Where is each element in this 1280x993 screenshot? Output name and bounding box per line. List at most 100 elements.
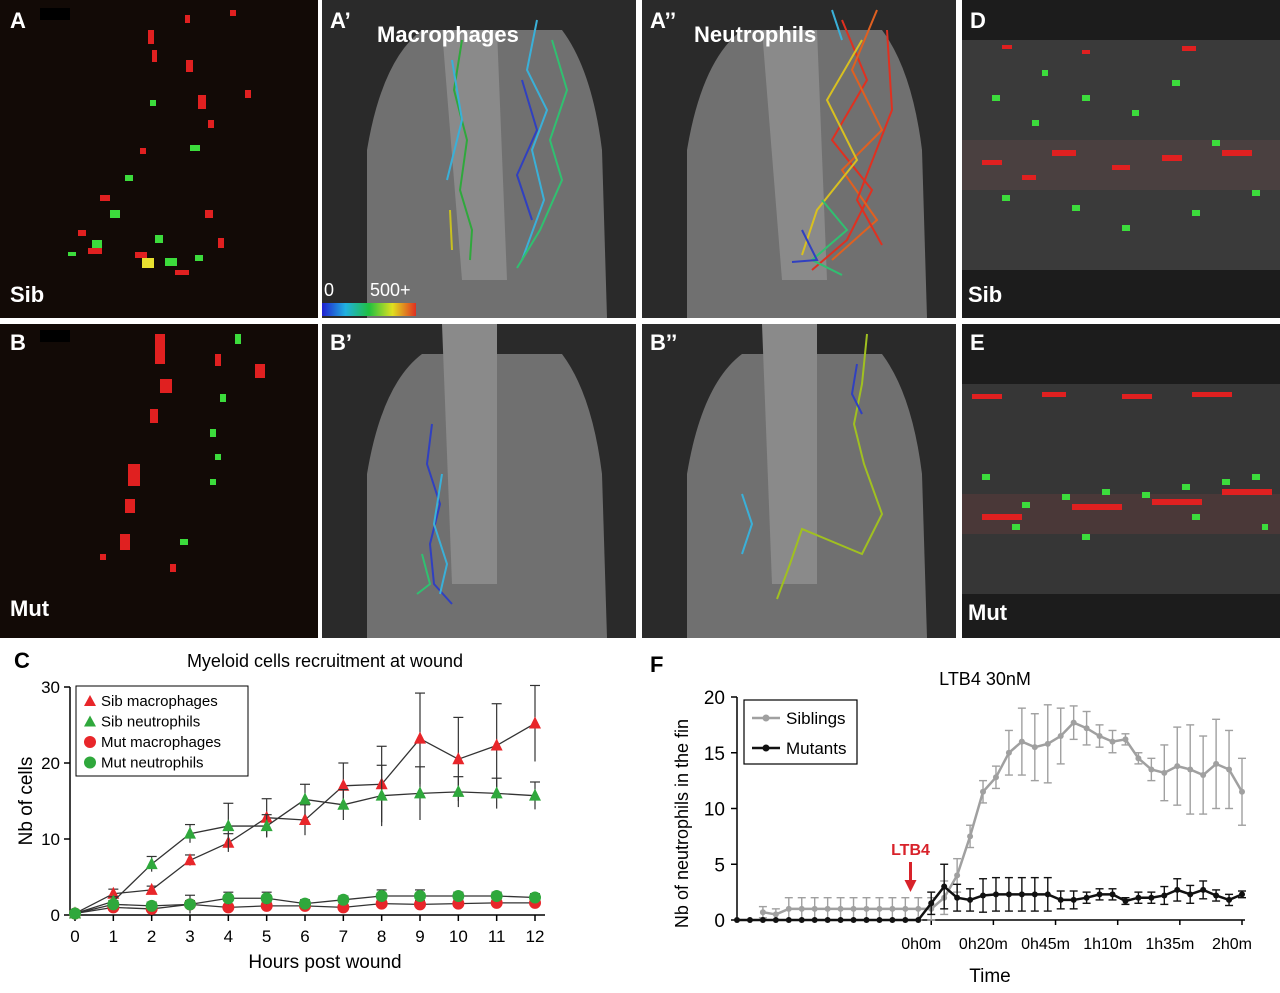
data-point [145, 882, 158, 895]
data-point [902, 905, 909, 912]
fluorescence-image-d [962, 40, 1280, 270]
x-tick-label: 5 [262, 927, 271, 946]
data-point [1044, 891, 1051, 898]
data-point [1200, 772, 1207, 779]
legend-marker [84, 715, 96, 727]
legend-label: Mutants [786, 739, 846, 758]
legend-marker [762, 744, 770, 752]
data-point [772, 917, 779, 923]
series-1 [734, 863, 1246, 923]
annotation-arrow-head [904, 880, 917, 892]
legend-label: Mut neutrophils [101, 755, 204, 772]
x-tick-label: 3 [185, 927, 194, 946]
data-point [452, 784, 465, 797]
data-point [1213, 760, 1220, 767]
data-point [1096, 891, 1103, 898]
data-point [980, 788, 987, 795]
data-point [1044, 740, 1051, 747]
data-point [1096, 733, 1103, 740]
neutrophil-tracks-mut [642, 324, 956, 638]
data-point [876, 917, 883, 923]
data-point [529, 891, 541, 904]
data-point [1226, 896, 1233, 903]
condition-label-sib: Sib [10, 282, 45, 307]
chart-ltb4-neutrophils: LTB4 30nM 0 5 10 15 20 0h0m 0h20m 0h45m 1h10m 1h35… [672, 669, 1252, 987]
panel-e-image: E Mut [962, 324, 1280, 638]
neutrophil-tracks-sib [642, 0, 956, 318]
data-point [759, 909, 766, 916]
data-point [889, 905, 896, 912]
data-point [1018, 738, 1025, 745]
data-point [1135, 755, 1142, 762]
data-point [1148, 766, 1155, 773]
panel-b2-image: B’’ [642, 324, 956, 638]
data-point [337, 893, 350, 906]
data-point [1122, 736, 1129, 743]
data-point [850, 905, 857, 912]
data-point [837, 905, 844, 912]
x-axis-label: Time [969, 966, 1011, 987]
legend-marker [84, 756, 96, 769]
panel-label-a: A [10, 8, 26, 33]
data-point [452, 890, 465, 902]
fluorescence-image-e [962, 384, 1280, 594]
panel-label-b: B [10, 330, 26, 355]
data-point [529, 788, 541, 801]
x-tick-label: 0 [70, 927, 79, 946]
data-point [69, 907, 81, 920]
data-point [1213, 892, 1220, 899]
data-point [452, 752, 465, 765]
y-tick-label: 0 [51, 906, 60, 925]
panel-title-macrophages: Macrophages [377, 22, 519, 47]
data-point [1226, 766, 1233, 773]
x-axis-label: Hours post wound [248, 952, 401, 973]
data-point [375, 890, 388, 902]
data-point [1070, 896, 1077, 903]
data-point [1083, 725, 1090, 732]
x-tick-label: 12 [526, 927, 545, 946]
data-point [107, 886, 120, 899]
data-point [837, 917, 844, 923]
data-point [785, 905, 792, 912]
y-tick-label: 10 [41, 830, 60, 849]
legend-marker [84, 736, 96, 748]
x-tick-label: 11 [488, 927, 506, 946]
data-point [876, 905, 883, 912]
data-point [967, 896, 974, 903]
data-point [824, 917, 831, 923]
data-point [184, 826, 196, 839]
data-point [1005, 749, 1012, 756]
series-1 [69, 764, 541, 919]
data-point [798, 905, 805, 912]
legend-marker [762, 714, 770, 722]
panel-label-e: E [970, 330, 985, 355]
data-point [490, 890, 503, 902]
condition-label-mut: Mut [10, 596, 50, 621]
data-point [1148, 894, 1155, 901]
data-point [941, 883, 948, 890]
fluorescence-image-a [68, 10, 251, 275]
x-tick-label: 1 [109, 927, 118, 946]
panel-label-d: D [970, 8, 986, 33]
data-point [1122, 898, 1129, 905]
legend-label: Sib macrophages [101, 693, 218, 710]
legend-box [743, 699, 858, 765]
data-point [967, 833, 974, 840]
data-point [992, 891, 999, 898]
data-point [337, 778, 350, 791]
data-point [1109, 738, 1116, 745]
data-point [1161, 769, 1168, 776]
y-tick-label: 30 [41, 678, 60, 697]
macrophage-tracks-sib [322, 0, 636, 318]
data-point [1031, 891, 1038, 898]
x-tick-label: 1h35m [1145, 936, 1194, 953]
data-point [414, 786, 426, 799]
legend-marker [84, 695, 96, 706]
panel-label-b1: B’ [330, 330, 352, 355]
data-point [222, 819, 235, 832]
data-point [863, 917, 870, 923]
data-point [772, 911, 779, 918]
x-tick-label: 1h10m [1083, 936, 1132, 953]
data-point [222, 901, 235, 914]
data-point [1187, 766, 1194, 773]
